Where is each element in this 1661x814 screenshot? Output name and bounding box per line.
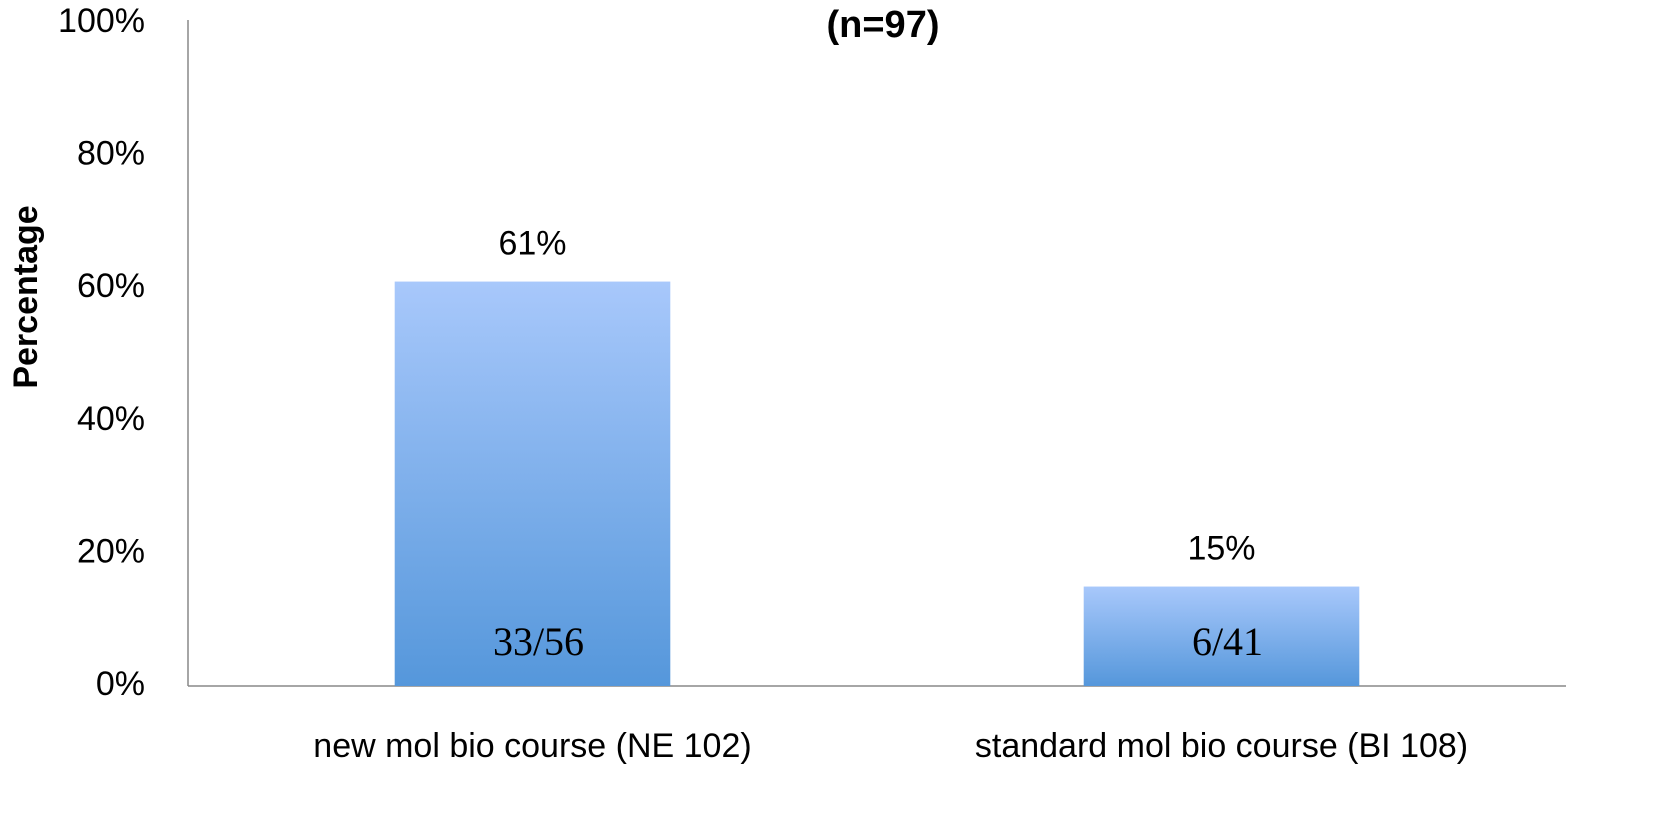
inner-label: 33/56 [493,619,584,664]
value-label: 15% [1187,530,1255,568]
y-tick-label: 80% [77,135,145,173]
x-tick-label: new mol bio course (NE 102) [313,727,751,765]
y-tick-label: 20% [77,532,145,570]
bar [394,281,671,686]
y-tick-label: 60% [77,267,145,305]
chart-title: (n=97) [827,4,940,46]
y-tick-label: 100% [58,2,145,40]
bar [1083,586,1360,686]
y-tick-label: 0% [96,665,145,703]
y-tick-label: 40% [77,400,145,438]
inner-label: 6/41 [1192,619,1263,664]
value-label: 61% [498,225,566,263]
y-axis-label: Percentage [7,205,45,388]
x-tick-label: standard mol bio course (BI 108) [975,727,1468,765]
